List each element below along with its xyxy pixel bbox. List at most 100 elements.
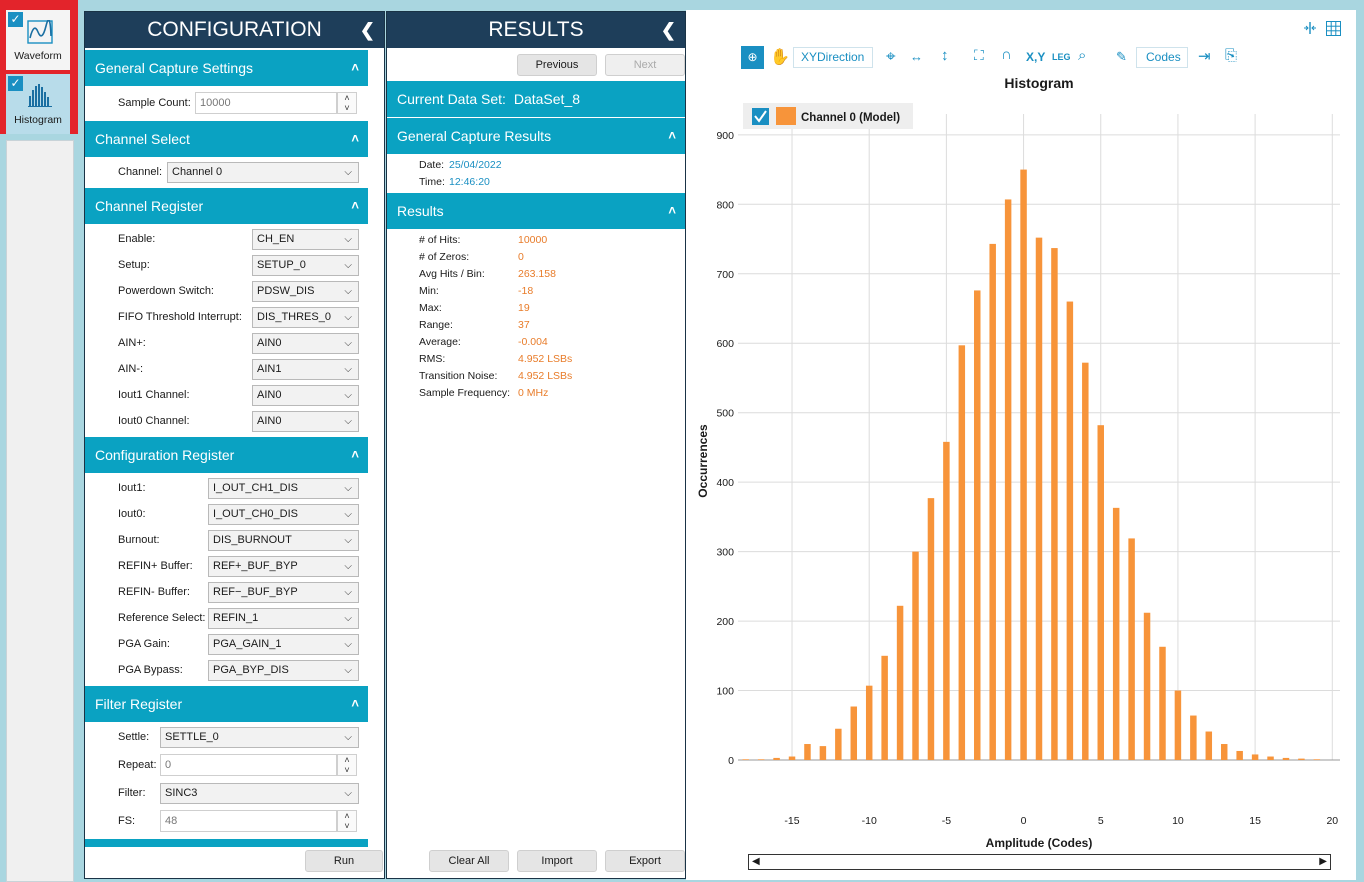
repeat-input[interactable]: 0	[160, 754, 337, 776]
register-dropdown[interactable]: I_OUT_CH1_DIS ⌵	[208, 478, 359, 499]
units-dropdown[interactable]: Codes	[1136, 47, 1188, 68]
run-button[interactable]: Run	[305, 850, 383, 872]
register-dropdown[interactable]: PGA_GAIN_1 ⌵	[208, 634, 359, 655]
filter-value: SINC3	[165, 787, 198, 799]
register-dropdown[interactable]: AIN0 ⌵	[252, 385, 359, 406]
xy-readout-button[interactable]: X,Y	[1026, 50, 1046, 64]
sample-count-stepper[interactable]: ˄ ˅	[337, 92, 357, 114]
channel-register-header[interactable]: Channel Register ˄	[85, 188, 368, 224]
histogram-bar	[974, 290, 981, 760]
fit-screen-icon[interactable]: ⛶	[974, 47, 984, 63]
channel-register-title: Channel Register	[95, 198, 204, 214]
register-value: SETUP_0	[257, 259, 306, 271]
register-label: Burnout:	[118, 534, 160, 546]
register-dropdown[interactable]: SETUP_0 ⌵	[252, 255, 359, 276]
channel-select-dropdown[interactable]: Channel 0 ⌵	[167, 162, 359, 183]
register-label: Iout1 Channel:	[118, 389, 190, 401]
chevron-down-icon: ⌵	[344, 260, 352, 271]
pencil-icon[interactable]: ✎	[1116, 49, 1127, 64]
register-dropdown[interactable]: REFIN_1 ⌵	[208, 608, 359, 629]
export-chart-icon[interactable]: ⇥	[1198, 48, 1211, 65]
waveform-icon	[27, 20, 53, 44]
next-button[interactable]: Next	[605, 54, 685, 76]
repeat-stepper[interactable]: ˄ ˅	[337, 754, 357, 776]
register-value: PGA_BYP_DIS	[213, 664, 289, 676]
search-icon[interactable]: ⌕	[1078, 47, 1087, 64]
filter-dropdown[interactable]: SINC3 ⌵	[160, 783, 359, 804]
chevron-down-icon: ⌵	[344, 535, 352, 546]
date-label: Date:	[419, 159, 445, 171]
register-dropdown[interactable]: REF+_BUF_BYP ⌵	[208, 556, 359, 577]
chevron-up-icon[interactable]: ˄	[351, 60, 359, 75]
collapse-configuration-icon[interactable]: ❮	[359, 20, 375, 40]
previous-button[interactable]: Previous	[517, 54, 597, 76]
waveform-checkbox[interactable]: ✓	[8, 12, 23, 27]
chevron-down-icon: ⌵	[344, 483, 352, 494]
legend-label: Channel 0 (Model)	[801, 112, 900, 124]
scroll-right-icon[interactable]: ▶	[1319, 856, 1327, 867]
configuration-panel: CONFIGURATION ❮ General Capture Settings…	[84, 11, 385, 879]
scroll-left-icon[interactable]: ◀	[752, 856, 760, 867]
fs-stepper[interactable]: ˄ ˅	[337, 810, 357, 832]
x-tick-label: 15	[1249, 815, 1261, 827]
vertical-resize-icon[interactable]: ↕	[941, 47, 949, 64]
channel-select-header[interactable]: Channel Select ˄	[85, 121, 368, 157]
split-view-icon[interactable]	[1303, 22, 1317, 34]
magnet-icon[interactable]: ∩	[1001, 46, 1012, 63]
import-button[interactable]: Import	[517, 850, 597, 872]
clipboard-icon[interactable]: ⎘	[1225, 47, 1238, 64]
register-dropdown[interactable]: PDSW_DIS ⌵	[252, 281, 359, 302]
sample-count-input[interactable]: 10000	[195, 92, 337, 114]
zoom-in-tool-icon[interactable]: ⊕	[741, 46, 764, 69]
settle-dropdown[interactable]: SETTLE_0 ⌵	[160, 727, 359, 748]
histogram-checkbox[interactable]: ✓	[8, 76, 23, 91]
register-label: Powerdown Switch:	[118, 285, 214, 297]
collapse-results-icon[interactable]: ❮	[660, 20, 676, 40]
register-dropdown[interactable]: DIS_BURNOUT ⌵	[208, 530, 359, 551]
grid-view-icon[interactable]	[1326, 21, 1341, 36]
chevron-up-icon[interactable]: ˄	[351, 447, 359, 462]
chevron-up-icon[interactable]: ˄	[351, 198, 359, 213]
horizontal-resize-icon[interactable]: ↔	[910, 49, 923, 64]
chevron-up-icon[interactable]: ˄	[351, 696, 359, 711]
register-value: I_OUT_CH1_DIS	[213, 482, 298, 494]
chevron-up-icon[interactable]: ˄	[668, 128, 676, 143]
chevron-up-icon[interactable]: ˄	[668, 203, 676, 218]
general-capture-settings-header[interactable]: General Capture Settings ˄	[85, 50, 368, 86]
legend-toggle-button[interactable]: LEG	[1052, 52, 1071, 62]
register-dropdown[interactable]: PGA_BYP_DIS ⌵	[208, 660, 359, 681]
register-dropdown[interactable]: AIN0 ⌵	[252, 333, 359, 354]
register-value: AIN0	[257, 337, 282, 349]
chevron-up-icon[interactable]: ˄	[351, 131, 359, 146]
histogram-bar	[1004, 199, 1012, 760]
chart-panel: ⊕ ✋ XYDirection ⌖ ↔ ↕ ⛶ ∩ X,Y LEG ⌕ ✎ Co…	[686, 10, 1356, 880]
register-dropdown[interactable]: CH_EN ⌵	[252, 229, 359, 250]
histogram-bar	[835, 728, 842, 760]
result-label: Transition Noise:	[419, 370, 498, 382]
configuration-register-header[interactable]: Configuration Register ˄	[85, 437, 368, 473]
register-dropdown[interactable]: I_OUT_CH0_DIS ⌵	[208, 504, 359, 525]
waveform-view-button[interactable]: ✓ Waveform	[6, 10, 70, 70]
pan-hand-icon[interactable]: ✋	[770, 49, 790, 66]
direction-value: XYDirection	[801, 50, 865, 64]
register-dropdown[interactable]: REF−_BUF_BYP ⌵	[208, 582, 359, 603]
result-value: 10000	[518, 234, 548, 246]
clear-all-button[interactable]: Clear All	[429, 850, 509, 872]
chart-horizontal-scrollbar[interactable]: ◀ ▶	[748, 854, 1331, 870]
export-button[interactable]: Export	[605, 850, 685, 872]
register-dropdown[interactable]: AIN1 ⌵	[252, 359, 359, 380]
filter-register-header[interactable]: Filter Register ˄	[85, 686, 368, 722]
histogram-bar	[788, 756, 796, 760]
register-label: Iout1:	[118, 482, 146, 494]
fs-input[interactable]: 48	[160, 810, 337, 832]
register-dropdown[interactable]: DIS_THRES_0 ⌵	[252, 307, 359, 328]
register-value: REFIN_1	[213, 612, 259, 624]
general-capture-results-header[interactable]: General Capture Results ˄	[387, 118, 685, 154]
results-section-header[interactable]: Results ˄	[387, 193, 685, 229]
register-dropdown[interactable]: AIN0 ⌵	[252, 411, 359, 432]
register-value: REF−_BUF_BYP	[213, 586, 298, 598]
histogram-bar	[1159, 646, 1166, 760]
crosshair-icon[interactable]: ⌖	[886, 47, 896, 66]
direction-dropdown[interactable]: XYDirection	[793, 47, 873, 68]
histogram-view-button[interactable]: ✓ Histogram	[6, 74, 70, 134]
